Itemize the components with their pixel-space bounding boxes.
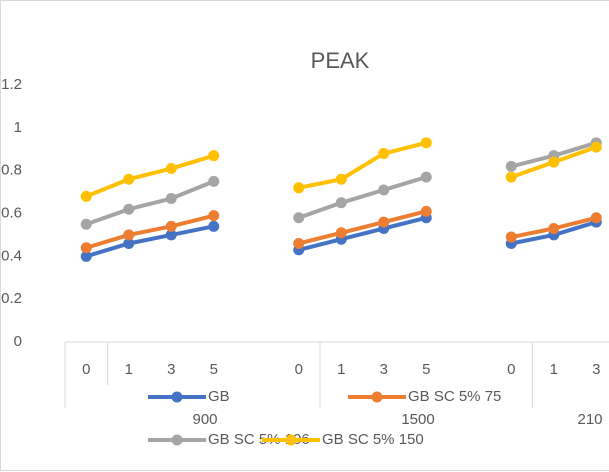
legend-label: GB [208, 388, 230, 405]
x-tick-label: 3 [380, 361, 388, 378]
x-tick-label: 0 [82, 361, 90, 378]
legend-label: GB SC 5% 75 [408, 388, 501, 405]
x-tick-label: 1 [125, 361, 133, 378]
data-point [548, 222, 560, 234]
data-point [378, 184, 390, 196]
y-tick-label: 0.2 [1, 290, 22, 307]
group-label: 1500 [401, 411, 434, 428]
data-point [293, 182, 305, 194]
x-tick-label: 3 [592, 361, 600, 378]
x-tick-label: 1 [337, 361, 345, 378]
x-tick-label: 3 [167, 361, 175, 378]
data-point [590, 212, 602, 224]
data-point [208, 210, 220, 222]
data-point [123, 229, 135, 241]
y-tick-label: 0.8 [1, 162, 22, 179]
data-point [165, 163, 177, 175]
legend-label: GB SC 5% 150 [322, 431, 424, 448]
y-tick-label: 0.6 [1, 204, 22, 221]
legend-marker [171, 391, 183, 403]
data-point [335, 197, 347, 209]
data-point [505, 171, 517, 183]
chart-title: PEAK [311, 48, 370, 73]
y-tick-label: 0 [14, 333, 22, 350]
category-table [64, 342, 533, 408]
legend-label: GB SC 5% 106 [208, 431, 310, 448]
data-point [335, 173, 347, 185]
group-label: 210 [577, 411, 602, 428]
data-point [123, 173, 135, 185]
y-tick-label: 0.4 [1, 247, 22, 264]
data-point [165, 193, 177, 205]
y-tick-label: 1 [14, 119, 22, 136]
data-point [80, 242, 92, 254]
data-point [80, 190, 92, 202]
data-point [420, 137, 432, 149]
data-point [208, 220, 220, 232]
data-point [590, 141, 602, 153]
y-tick-label: 1.2 [1, 76, 22, 93]
data-point [378, 148, 390, 160]
data-point [293, 212, 305, 224]
legend-marker [171, 434, 183, 446]
data-point [80, 250, 92, 262]
data-point [208, 175, 220, 187]
data-point [293, 237, 305, 249]
data-point [335, 227, 347, 239]
data-point [420, 205, 432, 217]
data-point [548, 156, 560, 168]
x-tick-label: 0 [507, 361, 515, 378]
data-point [165, 220, 177, 232]
data-point [420, 171, 432, 183]
data-point [80, 218, 92, 230]
x-tick-label: 0 [295, 361, 303, 378]
data-point [208, 150, 220, 162]
group-label: 900 [192, 411, 217, 428]
data-point [165, 229, 177, 241]
legend-marker [285, 434, 297, 446]
data-point [123, 203, 135, 215]
data-point [505, 231, 517, 243]
data-point [378, 216, 390, 228]
x-tick-label: 5 [210, 361, 218, 378]
legend-marker [371, 391, 383, 403]
x-tick-label: 1 [550, 361, 558, 378]
data-point [505, 160, 517, 172]
x-tick-label: 5 [422, 361, 430, 378]
data-point [123, 237, 135, 249]
